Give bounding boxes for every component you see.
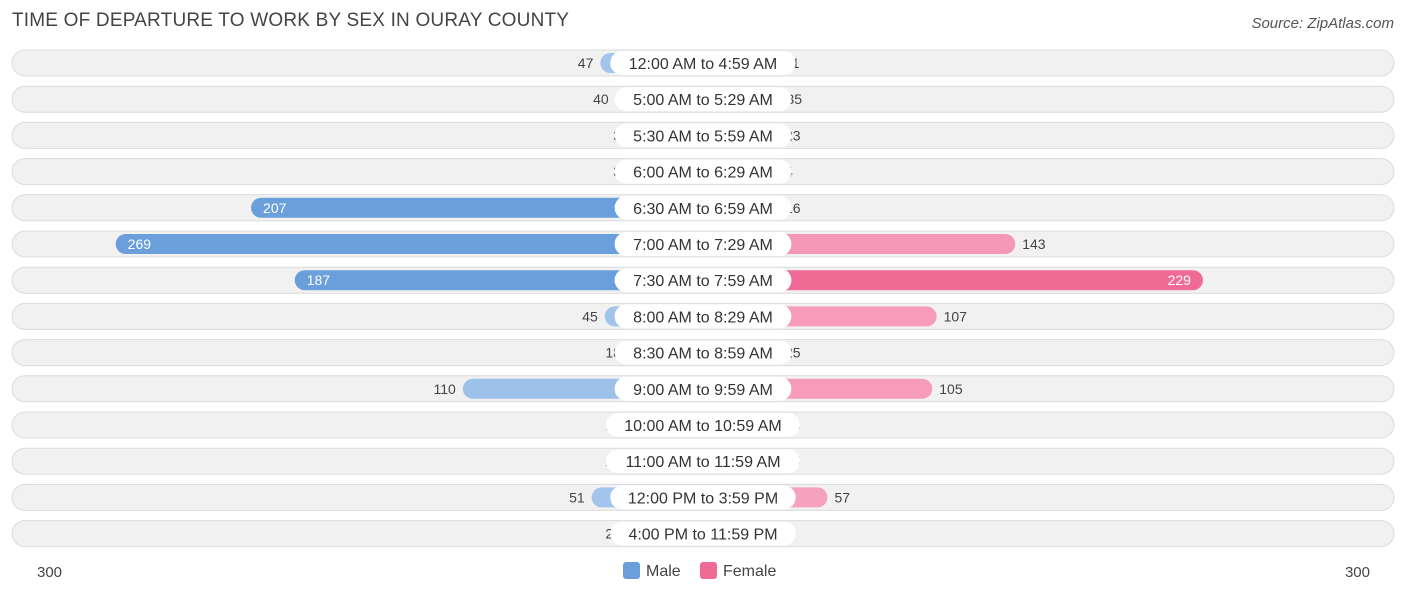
category-label-pill: [614, 195, 792, 220]
category-label: 4:00 PM to 11:59 PM: [628, 527, 777, 544]
female-value-label: 105: [939, 381, 963, 397]
legend-label-female: Female: [723, 563, 776, 580]
female-value-label: 57: [834, 489, 850, 505]
category-label-pill: [614, 340, 792, 365]
category-label: 9:00 AM to 9:59 AM: [633, 382, 773, 399]
female-bar: [703, 270, 1203, 291]
chart-title: TIME OF DEPARTURE TO WORK BY SEX IN OURA…: [12, 10, 570, 31]
legend-label-male: Male: [646, 563, 681, 580]
source-label: Source: ZipAtlas.com: [1251, 15, 1394, 32]
category-label: 7:30 AM to 7:59 AM: [633, 273, 773, 290]
category-label-pill: [614, 123, 792, 148]
male-bar: [294, 270, 703, 291]
category-label: 11:00 AM to 11:59 AM: [625, 454, 780, 471]
category-label: 8:30 AM to 8:59 AM: [633, 346, 773, 363]
legend-swatch-female: [700, 562, 717, 579]
category-label-pill: [610, 51, 796, 75]
category-label-pill: [614, 87, 792, 112]
male-value-label: 45: [582, 308, 598, 324]
category-label-pill: [614, 304, 792, 329]
male-value-label: 207: [263, 200, 287, 216]
category-label-pill: [614, 268, 792, 293]
category-label: 6:30 AM to 6:59 AM: [633, 201, 773, 218]
male-value-label: 47: [578, 55, 594, 71]
female-value-label: 143: [1022, 236, 1046, 252]
male-bar: [251, 197, 704, 218]
category-label: 12:00 PM to 3:59 PM: [628, 490, 778, 507]
male-value-label: 269: [128, 236, 152, 252]
axis-right-label: 300: [1345, 564, 1370, 581]
female-value-label: 107: [944, 308, 968, 324]
category-label: 6:00 AM to 6:29 AM: [633, 165, 773, 182]
category-label: 5:30 AM to 5:59 AM: [633, 128, 773, 145]
category-label: 7:00 AM to 7:29 AM: [633, 237, 773, 254]
axis-left-label: 300: [37, 564, 62, 581]
legend-swatch-male: [623, 562, 640, 579]
female-value-label: 229: [1168, 272, 1192, 288]
category-label: 12:00 AM to 4:59 AM: [629, 56, 778, 73]
category-label: 5:00 AM to 5:29 AM: [633, 92, 773, 109]
category-label-pill: [606, 413, 800, 437]
category-label-pill: [614, 232, 792, 256]
category-label-pill: [606, 449, 800, 474]
male-bar: [115, 234, 703, 254]
male-value-label: 110: [434, 381, 457, 397]
male-value-label: 51: [569, 489, 585, 505]
category-label: 10:00 AM to 10:59 AM: [624, 418, 781, 435]
category-label-pill: [614, 159, 792, 184]
category-label: 8:00 AM to 8:29 AM: [633, 309, 773, 326]
category-label-pill: [610, 521, 796, 546]
category-label-pill: [610, 485, 796, 510]
male-value-label: 187: [307, 272, 331, 288]
category-label-pill: [614, 376, 792, 401]
male-value-label: 40: [593, 91, 609, 107]
